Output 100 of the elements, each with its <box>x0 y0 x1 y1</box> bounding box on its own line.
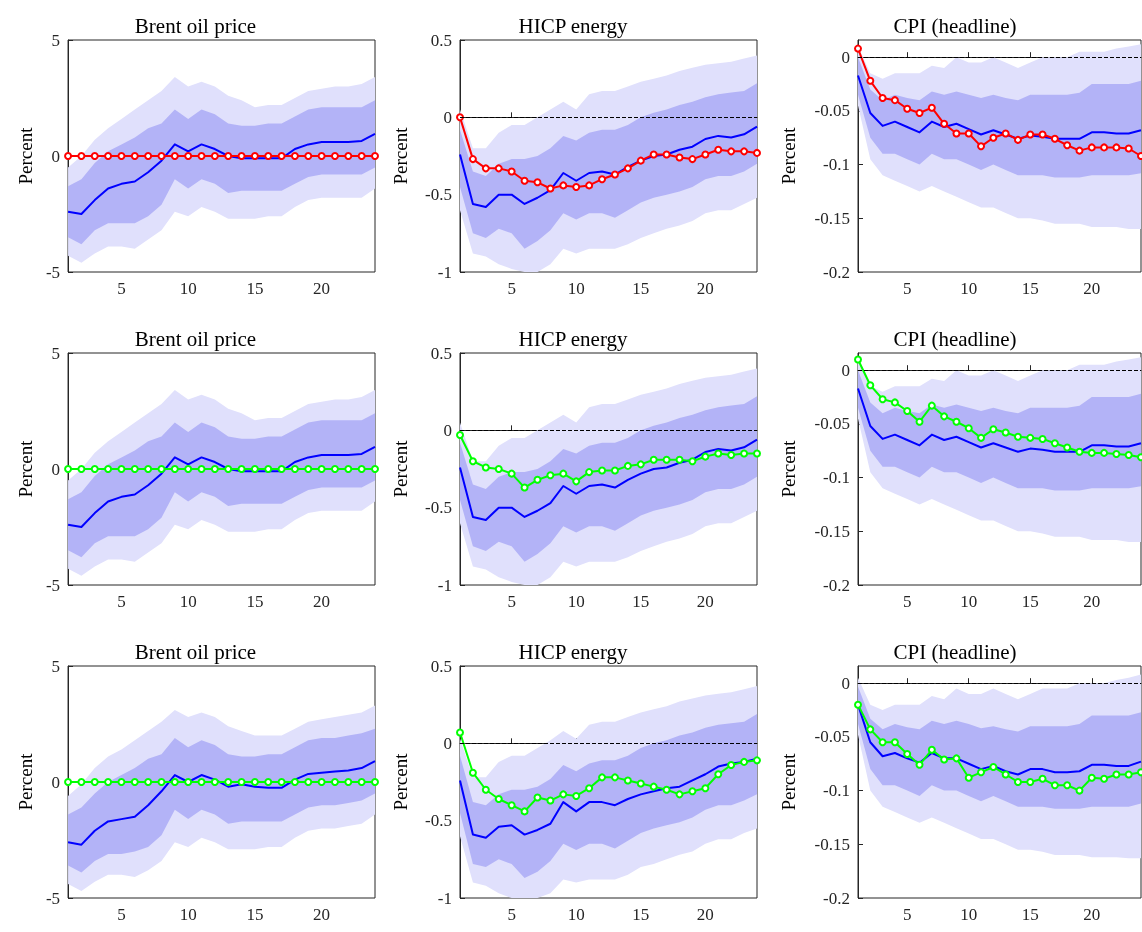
point <box>1013 135 1022 144</box>
point <box>1112 143 1121 152</box>
line-series <box>459 125 758 209</box>
y-tick-label: 0 <box>841 47 850 67</box>
point <box>903 104 912 113</box>
point <box>1038 774 1047 783</box>
y-tick-label: -0.1 <box>823 155 850 175</box>
line-series <box>67 132 376 215</box>
point <box>481 785 490 794</box>
point <box>649 455 658 464</box>
x-tick-label: 15 <box>1021 592 1039 611</box>
point <box>740 757 749 766</box>
point <box>598 175 607 184</box>
y-tick-label: -1 <box>437 262 452 282</box>
point <box>585 468 594 477</box>
point <box>866 381 875 390</box>
y-tick-label: 5 <box>51 343 61 363</box>
x-tick-label: 5 <box>507 905 516 924</box>
point <box>1063 443 1072 452</box>
y-tick-label: 0 <box>443 733 452 753</box>
y-tick-label: 0.5 <box>430 656 452 676</box>
line-series <box>67 445 376 528</box>
chart-title: HICP energy <box>518 13 629 38</box>
point <box>1087 773 1096 782</box>
point <box>866 76 875 85</box>
x-tick-label: 10 <box>567 905 585 924</box>
point <box>585 181 594 190</box>
y-tick-label: -5 <box>45 262 61 282</box>
y-tick-label: -0.2 <box>823 888 850 908</box>
point <box>546 796 555 805</box>
point <box>456 728 464 737</box>
y-axis-title: Percent <box>390 439 411 498</box>
point <box>890 96 899 105</box>
point <box>1038 434 1047 443</box>
point <box>636 779 645 788</box>
point <box>854 700 862 709</box>
point <box>977 768 986 777</box>
chart-title: HICP energy <box>518 639 629 664</box>
point <box>989 425 998 434</box>
y-tick-label: 0 <box>51 772 61 792</box>
point <box>890 738 899 747</box>
point <box>940 412 949 421</box>
chart-title: CPI (headline) <box>893 639 1017 664</box>
point <box>940 755 949 764</box>
y-tick-label: 0 <box>443 107 452 127</box>
y-tick-label: 5 <box>51 656 61 676</box>
y-axis-title: Percent <box>778 439 799 498</box>
point <box>649 150 658 159</box>
point <box>854 44 862 53</box>
point <box>1075 447 1084 456</box>
point <box>1100 143 1109 152</box>
y-tick-label: -0.15 <box>814 208 850 228</box>
point <box>1124 144 1133 153</box>
point <box>572 791 581 800</box>
point <box>533 475 542 484</box>
point <box>740 147 749 156</box>
point <box>546 184 555 193</box>
point <box>1087 143 1096 152</box>
point <box>878 94 887 102</box>
chart-title: CPI (headline) <box>893 326 1017 351</box>
point <box>636 156 645 165</box>
x-tick-label: 10 <box>179 592 197 611</box>
line-series <box>459 438 758 522</box>
point <box>585 784 594 793</box>
y-tick-label: -0.15 <box>814 521 850 541</box>
y-tick-label: 0.5 <box>430 30 452 50</box>
chart-title: Brent oil price <box>134 326 257 351</box>
point <box>753 449 761 458</box>
point <box>636 460 645 469</box>
point <box>662 455 671 464</box>
y-tick-label: -0.5 <box>425 185 452 205</box>
point <box>714 145 723 154</box>
point <box>964 773 973 782</box>
point <box>866 725 875 734</box>
x-tick-label: 5 <box>507 592 516 611</box>
point <box>915 109 924 118</box>
point <box>610 773 619 782</box>
x-tick-label: 5 <box>902 592 912 611</box>
y-tick-label: -0.2 <box>823 575 850 595</box>
point <box>1087 448 1096 457</box>
point <box>915 760 924 769</box>
y-tick-label: -0.05 <box>814 414 850 434</box>
y-tick-label: -1 <box>437 575 452 595</box>
point <box>989 133 998 142</box>
y-tick-label: 0 <box>841 360 850 380</box>
point <box>927 745 936 754</box>
point <box>1001 770 1010 779</box>
point <box>481 164 490 173</box>
x-tick-label: 5 <box>117 905 126 924</box>
x-tick-label: 10 <box>567 592 585 611</box>
chart-title: HICP energy <box>518 326 629 351</box>
point <box>598 466 607 475</box>
point <box>890 398 899 407</box>
chart-title: CPI (headline) <box>893 13 1017 38</box>
x-tick-label: 5 <box>507 279 516 298</box>
point <box>559 469 568 478</box>
point <box>727 451 736 460</box>
point <box>598 773 607 782</box>
point <box>927 401 936 410</box>
x-tick-label: 5 <box>117 592 126 611</box>
